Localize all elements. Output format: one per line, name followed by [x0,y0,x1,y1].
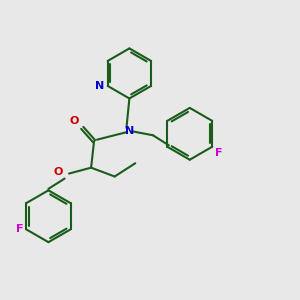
Text: N: N [125,126,134,136]
Text: F: F [215,148,223,158]
Text: O: O [54,167,63,177]
Text: N: N [95,81,104,91]
Text: O: O [69,116,79,126]
Text: F: F [16,224,23,234]
